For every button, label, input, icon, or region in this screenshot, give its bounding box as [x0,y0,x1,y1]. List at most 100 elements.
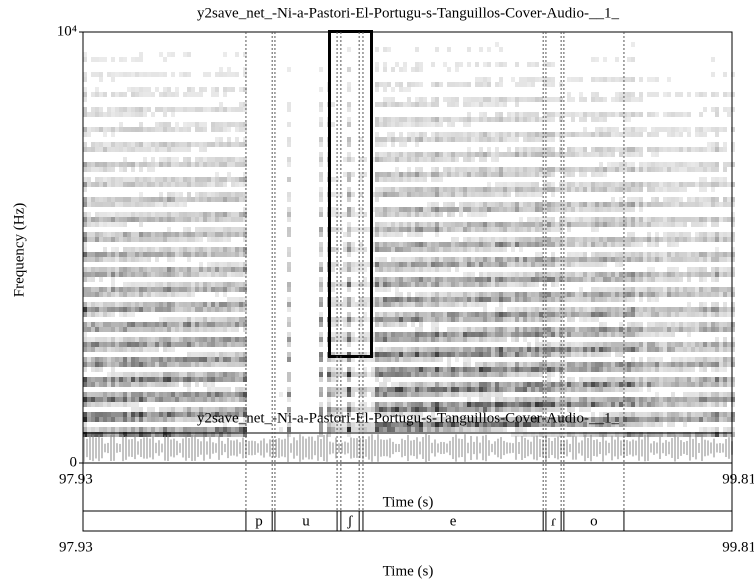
spectrogram-cell [427,402,431,407]
spectrogram-cell [551,332,555,337]
spectrogram-cell [487,222,491,227]
spectrogram-cell [175,427,179,432]
spectrogram-cell [503,327,507,332]
spectrogram-cell [159,292,163,297]
spectrogram-cell [551,187,555,192]
spectrogram-cell [203,377,207,382]
spectrogram-cell [395,357,399,362]
spectrogram-cell [155,372,159,377]
spectrogram-cell [91,167,95,172]
spectrogram-cell [159,417,163,422]
spectrogram-cell [499,317,503,322]
spectrogram-cell [515,277,519,282]
spectrogram-cell [567,292,571,297]
spectrogram-cell [439,262,443,267]
spectrogram-cell [451,257,455,262]
spectrogram-cell [531,257,535,262]
spectrogram-cell [219,307,223,312]
spectrogram-cell [479,242,483,247]
spectrogram-cell [495,392,499,397]
spectrogram-cell [527,297,531,302]
spectrogram-cell [475,82,479,87]
spectrogram-cell [491,157,495,162]
spectrogram-cell [119,287,123,292]
spectrogram-cell [515,352,519,357]
spectrogram-cell [227,142,231,147]
spectrogram-cell [547,237,551,242]
spectrogram-cell [495,257,499,262]
spectrogram-cell [607,147,611,152]
spectrogram-cell [203,162,207,167]
spectrogram-cell [511,307,515,312]
spectrogram-cell [447,392,451,397]
spectrogram-cell [107,307,111,312]
spectrogram-cell [139,347,143,352]
spectrogram-cell [403,302,407,307]
spectrogram-cell [431,177,435,182]
spectrogram-cell [231,362,235,367]
spectrogram-cell [223,352,227,357]
spectrogram-cell [179,317,183,322]
spectrogram-cell [175,302,179,307]
spectrogram-cell [215,232,219,237]
spectrogram-cell [579,97,583,102]
spectrogram-cell [223,72,227,77]
spectrogram-cell [523,222,527,227]
spectrogram-cell [383,277,387,282]
spectrogram-cell [223,237,227,242]
spectrogram-cell [439,352,443,357]
spectrogram-cell [391,122,395,127]
spectrogram-cell [399,267,403,272]
spectrogram-cell [571,307,575,312]
spectrogram-cell [471,312,475,317]
spectrogram-cell [91,382,95,387]
spectrogram-cell [379,332,383,337]
spectrogram-cell [219,137,223,142]
spectrogram-cell [87,177,91,182]
spectrogram-cell [327,367,331,372]
spectrogram-cell [451,207,455,212]
spectrogram-cell [487,202,491,207]
spectrogram-cell [383,387,387,392]
spectrogram-cell [475,187,479,192]
spectrogram-cell [179,237,183,242]
spectrogram-cell [155,342,159,347]
spectrogram-cell [119,212,123,217]
spectrogram-cell [183,177,187,182]
spectrogram-cell [515,117,519,122]
spectrogram-cell [459,352,463,357]
spectrogram-cell [111,57,115,62]
spectrogram-cell [607,217,611,222]
spectrogram-cell [471,212,475,217]
spectrogram-cell [547,147,551,152]
spectrogram-cell [431,102,435,107]
spectrogram-cell [179,292,183,297]
spectrogram-cell [463,312,467,317]
spectrogram-cell [139,287,143,292]
spectrogram-cell [575,307,579,312]
spectrogram-cell [215,307,219,312]
spectrogram-cell [343,322,347,327]
spectrogram-cell [163,177,167,182]
spectrogram-cell [495,362,499,367]
spectrogram-cell [155,427,159,432]
spectrogram-cell [387,337,391,342]
spectrogram-cell [571,207,575,212]
spectrogram-cell [167,192,171,197]
spectrogram-cell [555,327,559,332]
spectrogram-cell [87,322,91,327]
spectrogram-cell [463,402,467,407]
spectrogram-cell [175,247,179,252]
spectrogram-cell [415,427,419,432]
spectrogram-cell [131,182,135,187]
spectrogram-cell [223,287,227,292]
spectrogram-cell [219,252,223,257]
spectrogram-cell [455,132,459,137]
spectrogram-cell [155,327,159,332]
spectrogram-cell [599,322,603,327]
spectrogram-cell [423,212,427,217]
spectrogram-cell [159,282,163,287]
spectrogram-cell [575,292,579,297]
spectrogram-cell [135,232,139,237]
spectrogram-cell [287,377,291,382]
